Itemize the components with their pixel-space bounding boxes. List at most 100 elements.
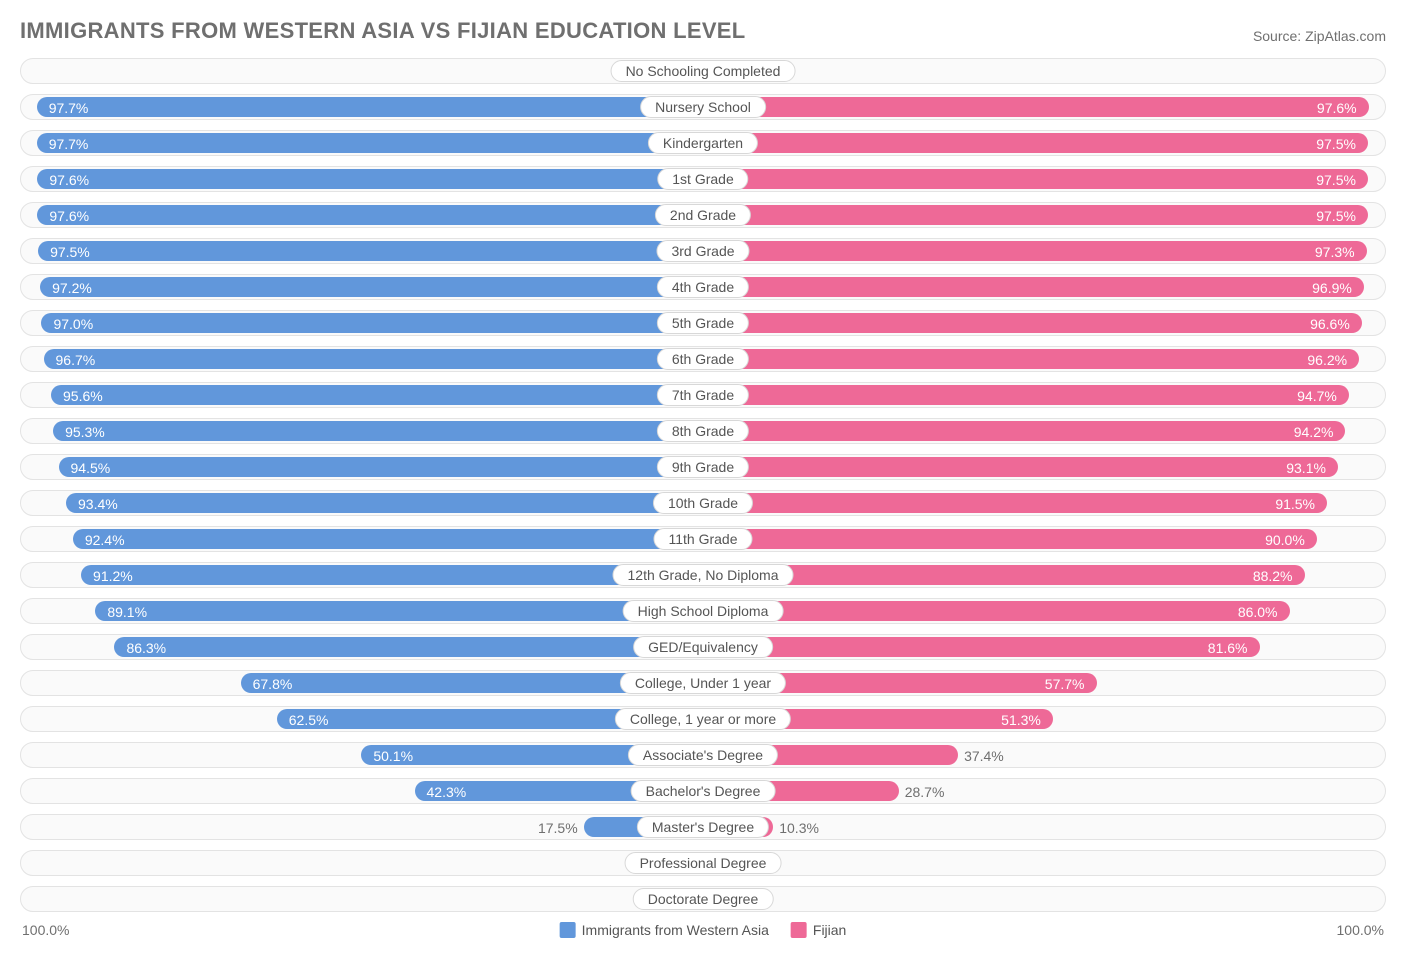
category-label: 7th Grade <box>657 384 749 406</box>
left-half: 67.8% <box>21 671 703 695</box>
right-bar <box>703 493 1327 513</box>
right-half: 97.5% <box>703 203 1385 227</box>
left-bar <box>37 169 703 189</box>
left-value: 67.8% <box>253 671 293 697</box>
left-half: 92.4% <box>21 527 703 551</box>
right-value: 96.6% <box>1310 311 1350 337</box>
chart-row: 96.7%96.2%6th Grade <box>20 346 1386 372</box>
right-half: 37.4% <box>703 743 1385 767</box>
category-label: Associate's Degree <box>628 744 778 766</box>
left-bar <box>59 457 703 477</box>
left-half: 2.2% <box>21 887 703 911</box>
left-bar <box>37 205 703 225</box>
source-name: ZipAtlas.com <box>1305 28 1386 44</box>
left-value: 91.2% <box>93 563 133 589</box>
right-bar <box>703 313 1362 333</box>
axis-max-right: 100.0% <box>1337 922 1384 938</box>
right-half: 57.7% <box>703 671 1385 695</box>
category-label: 6th Grade <box>657 348 749 370</box>
category-label: High School Diploma <box>623 600 784 622</box>
left-half: 86.3% <box>21 635 703 659</box>
chart-row: 50.1% 37.4%Associate's Degree <box>20 742 1386 768</box>
right-bar <box>703 205 1368 225</box>
left-half: 2.3% <box>21 59 703 83</box>
right-bar <box>703 349 1359 369</box>
legend-item-left: Immigrants from Western Asia <box>560 922 769 938</box>
right-value: 10.3% <box>779 815 819 841</box>
left-value: 89.1% <box>107 599 147 625</box>
right-bar <box>703 457 1338 477</box>
axis-max-left: 100.0% <box>22 922 69 938</box>
left-bar <box>51 385 703 405</box>
category-label: Bachelor's Degree <box>631 780 776 802</box>
category-label: College, 1 year or more <box>615 708 791 730</box>
left-half: 89.1% <box>21 599 703 623</box>
left-half: 17.5% <box>21 815 703 839</box>
right-bar <box>703 241 1367 261</box>
chart-row: 95.6% 94.7%7th Grade <box>20 382 1386 408</box>
legend-label-right: Fijian <box>813 922 846 938</box>
chart-row: 42.3%28.7%Bachelor's Degree <box>20 778 1386 804</box>
left-value: 97.6% <box>49 167 89 193</box>
chart-row: 86.3% 81.6% GED/Equivalency <box>20 634 1386 660</box>
right-value: 94.2% <box>1294 419 1334 445</box>
right-half: 96.2% <box>703 347 1385 371</box>
category-label: 12th Grade, No Diploma <box>613 564 794 586</box>
left-value: 50.1% <box>373 743 413 769</box>
right-half: 51.3% <box>703 707 1385 731</box>
legend-label-left: Immigrants from Western Asia <box>582 922 769 938</box>
right-value: 88.2% <box>1253 563 1293 589</box>
chart-row: 5.4%2.9%Professional Degree <box>20 850 1386 876</box>
left-value: 95.6% <box>63 383 103 409</box>
chart-row: 97.5% 97.3% 3rd Grade <box>20 238 1386 264</box>
left-value: 17.5% <box>538 815 578 841</box>
right-half: 1.1% <box>703 887 1385 911</box>
category-label: Master's Degree <box>637 816 769 838</box>
category-label: 10th Grade <box>653 492 753 514</box>
right-half: 10.3% <box>703 815 1385 839</box>
legend: Immigrants from Western Asia Fijian <box>560 922 847 938</box>
left-half: 97.5% <box>21 239 703 263</box>
right-bar <box>703 169 1368 189</box>
left-value: 95.3% <box>65 419 105 445</box>
chart-row: 91.2% 88.2% 12th Grade, No Diploma <box>20 562 1386 588</box>
left-bar <box>66 493 703 513</box>
right-value: 97.3% <box>1315 239 1355 265</box>
right-value: 91.5% <box>1275 491 1315 517</box>
left-value: 97.6% <box>49 203 89 229</box>
category-label: 1st Grade <box>657 168 748 190</box>
left-bar <box>41 313 703 333</box>
right-bar <box>703 601 1290 621</box>
left-half: 96.7% <box>21 347 703 371</box>
right-bar <box>703 385 1349 405</box>
chart-row: 89.1% 86.0%High School Diploma <box>20 598 1386 624</box>
left-half: 91.2% <box>21 563 703 587</box>
right-value: 90.0% <box>1265 527 1305 553</box>
right-half: 81.6% <box>703 635 1385 659</box>
chart-footer: 100.0% Immigrants from Western Asia Fiji… <box>20 922 1386 946</box>
right-half: 2.9% <box>703 851 1385 875</box>
right-value: 57.7% <box>1045 671 1085 697</box>
right-value: 81.6% <box>1208 635 1248 661</box>
right-half: 94.7% <box>703 383 1385 407</box>
category-label: GED/Equivalency <box>633 636 773 658</box>
right-half: 97.3% <box>703 239 1385 263</box>
right-bar <box>703 421 1345 441</box>
left-half: 5.4% <box>21 851 703 875</box>
left-bar <box>114 637 703 657</box>
left-value: 92.4% <box>85 527 125 553</box>
category-label: Kindergarten <box>648 132 758 154</box>
left-bar <box>53 421 703 441</box>
left-bar <box>95 601 703 621</box>
right-half: 90.0% <box>703 527 1385 551</box>
category-label: 3rd Grade <box>656 240 749 262</box>
left-value: 97.0% <box>53 311 93 337</box>
right-bar <box>703 97 1369 117</box>
chart-row: 2.3%2.5%No Schooling Completed <box>20 58 1386 84</box>
source-credit: Source: ZipAtlas.com <box>1253 28 1386 44</box>
left-half: 97.7% <box>21 95 703 119</box>
right-half: 86.0% <box>703 599 1385 623</box>
chart-row: 62.5%51.3%College, 1 year or more <box>20 706 1386 732</box>
right-value: 51.3% <box>1001 707 1041 733</box>
right-bar <box>703 637 1260 657</box>
